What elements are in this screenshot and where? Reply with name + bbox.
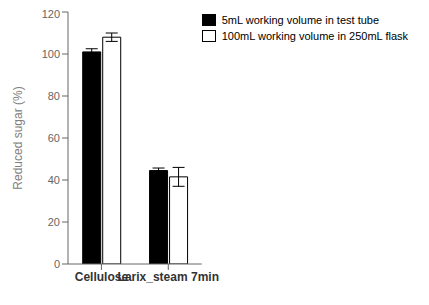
html-text:100mL working volume in 250mL: 100mL working volume in 250mL flask — [221, 30, 408, 42]
svg-text:Cellulose: Cellulose — [74, 269, 129, 284]
svg-text:100: 100 — [42, 48, 60, 60]
svg-text:0: 0 — [54, 258, 60, 270]
html-text:5mL working volume in test tub: 5mL working volume in test tube — [221, 14, 380, 26]
svg-text:Larix_steam 7min: Larix_steam 7min — [118, 270, 219, 284]
svg-text:20: 20 — [48, 216, 60, 228]
svg-text:60: 60 — [48, 132, 60, 144]
svg-text:80: 80 — [48, 90, 60, 102]
svg-text:120: 120 — [42, 8, 60, 20]
svg-text:40: 40 — [48, 174, 60, 186]
svg-text:Reduced sugar (%): Reduced sugar (%) — [11, 86, 25, 189]
